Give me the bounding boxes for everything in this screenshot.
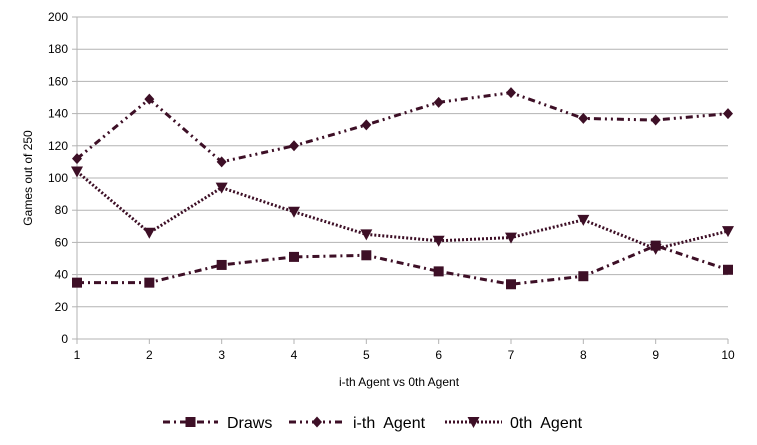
series-2-point-7 — [505, 232, 517, 244]
x-axis-title: i-th Agent vs 0th Agent — [339, 375, 460, 389]
x-tick-label-6: 6 — [435, 348, 442, 362]
series-0-point-2 — [144, 277, 155, 288]
x-tick-label-9: 9 — [652, 348, 659, 362]
y-tick-label-120: 120 — [48, 139, 68, 153]
series-1-point-3 — [216, 156, 227, 168]
series-2-point-9 — [649, 243, 662, 255]
x-tick-label-7: 7 — [508, 348, 515, 362]
series-0-point-6 — [433, 266, 444, 277]
series-0-point-7 — [506, 279, 516, 290]
legend-marker-1 — [312, 416, 322, 428]
series-2-point-2 — [143, 227, 156, 239]
legend-label-0: Draws — [227, 415, 272, 432]
series-1-point-9 — [650, 114, 661, 126]
y-tick-label-80: 80 — [55, 203, 69, 217]
y-tick-label-200: 200 — [48, 10, 68, 24]
x-tick-label-3: 3 — [218, 348, 225, 362]
y-tick-label-60: 60 — [55, 235, 69, 249]
series-2-point-6 — [432, 235, 445, 247]
legend-marker-0 — [185, 417, 196, 427]
series-0-point-4 — [289, 251, 299, 262]
series-2-point-5 — [360, 229, 373, 241]
series-line-0 — [77, 244, 729, 286]
series-layer — [71, 87, 734, 290]
x-tick-label-2: 2 — [146, 348, 153, 362]
x-tick-label-4: 4 — [291, 348, 298, 362]
y-tick-label-20: 20 — [55, 300, 69, 314]
x-tick-label-5: 5 — [363, 348, 370, 362]
y-tick-label-140: 140 — [48, 107, 68, 121]
legend-label-2: 0th Agent — [510, 415, 583, 432]
gridlines — [77, 16, 728, 340]
series-0-point-1 — [72, 277, 82, 288]
y-tick-label-0: 0 — [61, 332, 68, 346]
series-2-point-1 — [71, 166, 83, 178]
y-tick-labels: 0 20 40 60 80 100 120 140 160 180 200 — [48, 10, 68, 346]
series-2-point-10 — [722, 226, 734, 238]
series-1-point-1 — [72, 153, 82, 165]
series-1-point-7 — [506, 87, 516, 99]
x-tick-labels: 1 2 3 4 5 6 7 8 9 10 — [74, 348, 735, 362]
legend: Draws i-th Agent 0th Agent — [163, 415, 583, 432]
x-tick-label-8: 8 — [580, 348, 587, 362]
series-0-point-10 — [723, 264, 733, 275]
y-axis-title: Games out of 250 — [21, 130, 35, 226]
y-tick-label-40: 40 — [55, 268, 69, 282]
series-line-2 — [76, 170, 729, 251]
x-tick-label-10: 10 — [721, 348, 735, 362]
series-1-point-8 — [578, 112, 589, 124]
series-0-point-8 — [578, 271, 589, 282]
series-0-point-5 — [361, 250, 372, 261]
legend-label-1: i-th Agent — [353, 415, 426, 432]
legend-marker-2 — [467, 417, 480, 428]
y-tick-label-160: 160 — [48, 74, 68, 88]
series-1-point-10 — [723, 108, 733, 120]
series-0-point-3 — [216, 259, 227, 270]
series-1-point-5 — [361, 119, 372, 131]
series-2-point-3 — [215, 182, 228, 194]
x-tick-label-1: 1 — [74, 348, 81, 362]
series-line-1 — [76, 91, 729, 164]
series-1-point-4 — [289, 140, 299, 152]
series-1-point-2 — [144, 93, 155, 105]
y-tick-label-100: 100 — [48, 171, 68, 185]
y-tick-label-180: 180 — [48, 42, 68, 56]
series-2-point-4 — [288, 206, 300, 218]
axes — [72, 16, 729, 344]
series-1-point-6 — [433, 96, 444, 108]
series-2-point-8 — [577, 214, 590, 226]
